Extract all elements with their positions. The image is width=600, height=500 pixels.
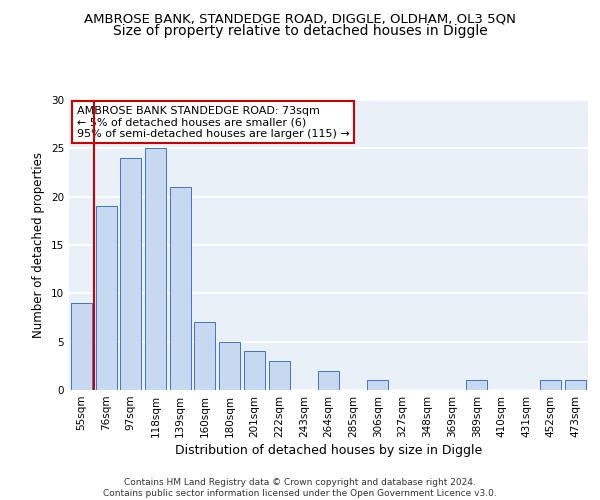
Bar — [565, 380, 586, 390]
Y-axis label: Number of detached properties: Number of detached properties — [32, 152, 46, 338]
Bar — [120, 158, 141, 390]
Bar — [145, 148, 166, 390]
Bar — [219, 342, 240, 390]
Text: AMBROSE BANK STANDEDGE ROAD: 73sqm
← 5% of detached houses are smaller (6)
95% o: AMBROSE BANK STANDEDGE ROAD: 73sqm ← 5% … — [77, 106, 350, 139]
Bar — [95, 206, 116, 390]
Bar — [170, 187, 191, 390]
Bar — [367, 380, 388, 390]
X-axis label: Distribution of detached houses by size in Diggle: Distribution of detached houses by size … — [175, 444, 482, 457]
Bar — [71, 303, 92, 390]
Bar — [541, 380, 562, 390]
Bar — [466, 380, 487, 390]
Bar — [269, 361, 290, 390]
Bar — [318, 370, 339, 390]
Text: Size of property relative to detached houses in Diggle: Size of property relative to detached ho… — [113, 24, 487, 38]
Bar — [194, 322, 215, 390]
Text: AMBROSE BANK, STANDEDGE ROAD, DIGGLE, OLDHAM, OL3 5QN: AMBROSE BANK, STANDEDGE ROAD, DIGGLE, OL… — [84, 12, 516, 26]
Bar — [244, 352, 265, 390]
Text: Contains HM Land Registry data © Crown copyright and database right 2024.
Contai: Contains HM Land Registry data © Crown c… — [103, 478, 497, 498]
